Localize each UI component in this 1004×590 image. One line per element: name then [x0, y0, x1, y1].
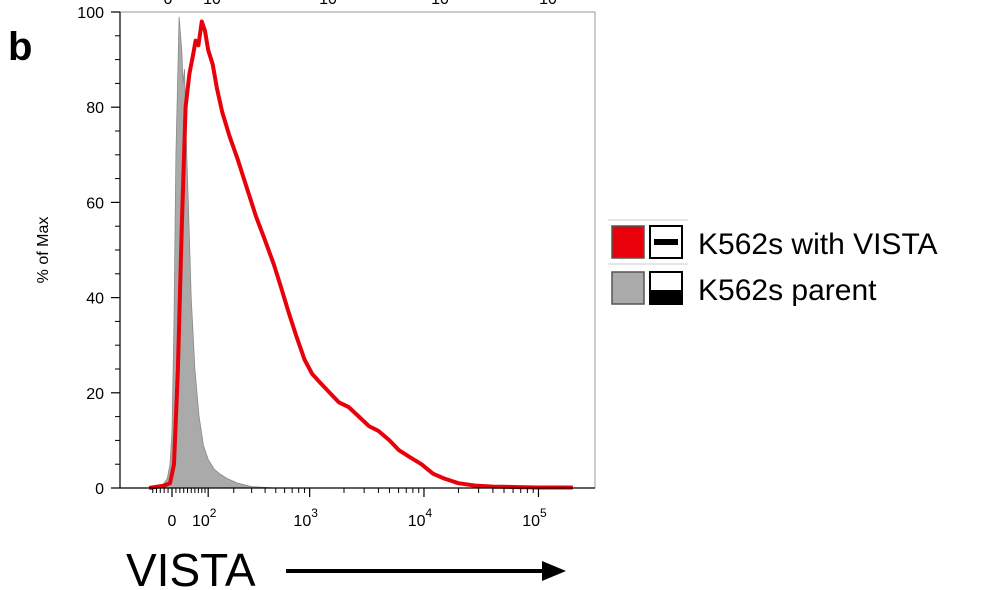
series-layer — [148, 16, 573, 490]
x-axis-label: VISTA — [126, 544, 256, 590]
y-tick-label: 0 — [95, 481, 104, 498]
panel-letter: b — [8, 25, 32, 69]
top-tick-label: 0 — [164, 0, 173, 8]
top-tick-label: 10 — [319, 0, 337, 8]
x-tick-label: 103 — [293, 506, 318, 530]
series-k562s-parent-area — [149, 16, 573, 489]
y-axis-ticks: 0 20 40 60 80 100 — [77, 5, 120, 498]
x-axis-ticks: 0 102 103 104 105 — [152, 488, 547, 530]
line-histogram-icon — [649, 225, 683, 259]
filled-histogram-icon — [649, 271, 683, 305]
top-tick-label: 10 — [203, 0, 221, 8]
legend-swatch — [611, 271, 645, 305]
legend-item-k562s-with-vista: K562s with VISTA — [611, 225, 938, 261]
top-tick-label: 10 — [539, 0, 557, 8]
legend-item-k562s-parent: K562s parent — [611, 271, 877, 307]
y-tick-label: 80 — [86, 100, 104, 117]
x-axis-arrow — [286, 561, 566, 581]
x-tick-label: 0 — [168, 513, 177, 530]
legend-label: K562s with VISTA — [698, 228, 938, 261]
y-tick-label: 40 — [86, 291, 104, 308]
x-tick-label: 104 — [408, 506, 433, 530]
y-tick-label: 20 — [86, 386, 104, 403]
y-tick-label: 60 — [86, 195, 104, 212]
x-tick-label: 102 — [192, 506, 217, 530]
top-axis-remnant-ticks: 0 10 10 10 10 — [164, 0, 557, 8]
top-tick-label: 10 — [431, 0, 449, 8]
y-axis-label: % of Max — [35, 217, 52, 284]
legend-swatch — [611, 225, 645, 259]
y-tick-label: 100 — [77, 5, 104, 22]
series-k562s-with-vista-line — [148, 19, 573, 490]
legend-label: K562s parent — [698, 274, 877, 307]
x-tick-label: 105 — [522, 506, 547, 530]
legend: K562s with VISTA K562s parent — [608, 219, 938, 307]
